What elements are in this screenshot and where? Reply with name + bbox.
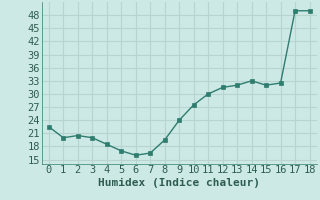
X-axis label: Humidex (Indice chaleur): Humidex (Indice chaleur) [98, 178, 260, 188]
